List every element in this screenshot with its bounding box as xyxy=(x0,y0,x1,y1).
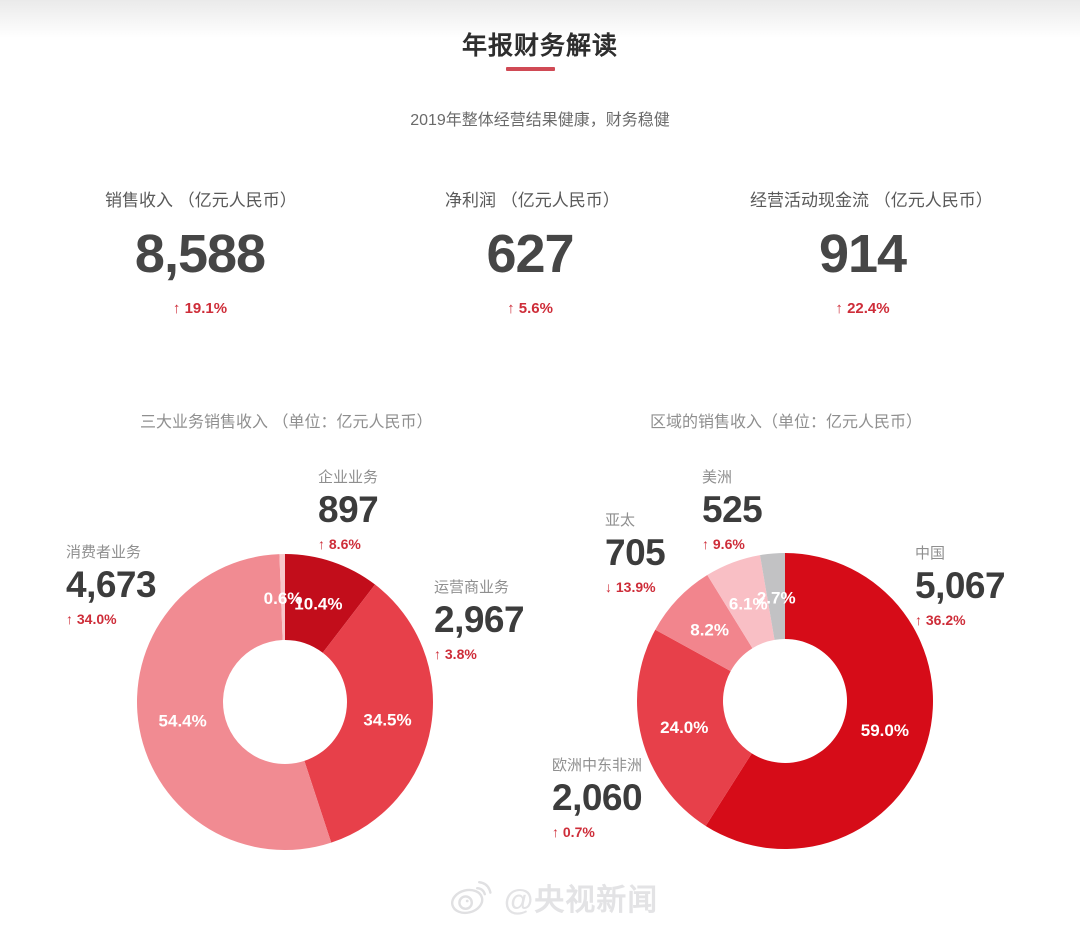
kpi-sales-revenue: 销售收入 （亿元人民币） 8,588 ↑ 19.1% xyxy=(105,186,297,318)
slice-callout: 运营商业务 2,967 ↑ 3.8% xyxy=(434,576,525,662)
up-arrow-icon: ↑ xyxy=(172,300,181,318)
slice-callout: 美洲 525 ↑ 9.6% xyxy=(702,466,763,552)
callout-name: 亚太 xyxy=(605,512,636,529)
callout-change: ↑ 34.0% xyxy=(66,610,117,627)
callout-change: ↑ 36.2% xyxy=(915,611,966,628)
down-arrow-icon: ↓ xyxy=(605,578,612,595)
slice-percent-label: 8.2% xyxy=(690,620,729,639)
region-revenue-donut: 59.0% 24.0% 8.2% 6.1% 2.7% xyxy=(625,541,945,866)
pie-slice xyxy=(707,555,775,649)
watermark-text: @央视新闻 xyxy=(504,884,659,917)
kpi-change: ↑ 5.6% xyxy=(507,300,553,318)
slice-callout: 亚太 705 ↓ 13.9% xyxy=(605,509,666,595)
callout-name: 欧洲中东非洲 xyxy=(552,757,643,774)
callout-value: 705 xyxy=(605,532,666,573)
pie-slice xyxy=(655,575,753,672)
slice-percent-label: 0.6% xyxy=(264,589,303,608)
kpi-change: ↑ 22.4% xyxy=(835,300,890,318)
callout-value: 2,967 xyxy=(434,599,525,640)
up-arrow-icon: ↑ xyxy=(66,610,73,627)
business-revenue-donut: 10.4% 34.5% 54.4% 0.6% xyxy=(125,542,445,867)
kpi-label: 净利润 （亿元人民币） xyxy=(445,191,620,210)
slice-callout: 欧洲中东非洲 2,060 ↑ 0.7% xyxy=(552,754,643,840)
callout-value: 2,060 xyxy=(552,777,643,818)
slice-percent-label: 2.7% xyxy=(757,588,796,607)
callout-change: ↓ 13.9% xyxy=(605,578,656,595)
page-subtitle: 2019年整体经营结果健康，财务稳健 xyxy=(410,112,670,129)
kpi-label: 经营活动现金流 （亿元人民币） xyxy=(750,191,993,210)
slice-callout: 企业业务 897 ↑ 8.6% xyxy=(318,466,379,552)
slice-percent-label: 59.0% xyxy=(861,721,909,740)
weibo-logo-icon xyxy=(451,881,492,915)
callout-value: 897 xyxy=(318,489,379,530)
pie-slice xyxy=(637,629,752,826)
pie-slice xyxy=(279,554,285,641)
pie-slice xyxy=(705,553,933,849)
callout-name: 中国 xyxy=(915,545,946,562)
kpi-net-profit: 净利润 （亿元人民币） 627 ↑ 5.6% xyxy=(445,186,620,318)
kpi-operating-cash-flow: 经营活动现金流 （亿元人民币） 914 ↑ 22.4% xyxy=(750,186,993,318)
slice-callout: 中国 5,067 ↑ 36.2% xyxy=(915,542,1006,628)
callout-name: 美洲 xyxy=(702,469,733,486)
up-arrow-icon: ↑ xyxy=(507,300,515,318)
page-title: 年报财务解读 xyxy=(461,32,618,60)
up-arrow-icon: ↑ xyxy=(434,645,441,662)
callout-change: ↑ 0.7% xyxy=(552,823,595,840)
watermark: @央视新闻 xyxy=(448,873,658,921)
kpi-value: 914 xyxy=(818,224,907,284)
title-underline xyxy=(506,67,555,71)
up-arrow-icon: ↑ xyxy=(702,535,709,552)
callout-change: ↑ 9.6% xyxy=(702,535,745,552)
up-arrow-icon: ↑ xyxy=(318,535,325,552)
business-chart-title: 三大业务销售收入 （单位：亿元人民币） xyxy=(140,414,433,431)
up-arrow-icon: ↑ xyxy=(552,823,559,840)
kpi-label: 销售收入 （亿元人民币） xyxy=(105,191,297,210)
slice-percent-label: 24.0% xyxy=(660,718,708,737)
callout-value: 525 xyxy=(702,489,763,530)
pie-slice xyxy=(760,553,785,640)
kpi-value: 8,588 xyxy=(134,224,266,284)
slice-percent-label: 54.4% xyxy=(159,711,207,730)
slice-percent-label: 6.1% xyxy=(729,595,768,614)
callout-value: 4,673 xyxy=(66,564,157,605)
up-arrow-icon: ↑ xyxy=(915,611,922,628)
pie-slice xyxy=(285,554,376,653)
callout-name: 消费者业务 xyxy=(66,544,142,561)
slice-callout: 消费者业务 4,673 ↑ 34.0% xyxy=(66,541,157,627)
slice-percent-label: 34.5% xyxy=(363,710,411,729)
kpi-value: 627 xyxy=(486,224,574,284)
pie-slice xyxy=(137,554,332,850)
slice-percent-label: 10.4% xyxy=(294,595,342,614)
pie-slice xyxy=(304,584,434,843)
callout-change: ↑ 8.6% xyxy=(318,535,361,552)
kpi-change: ↑ 19.1% xyxy=(172,300,228,318)
up-arrow-icon: ↑ xyxy=(835,300,843,318)
callout-change: ↑ 3.8% xyxy=(434,645,477,662)
region-chart-title: 区域的销售收入（单位：亿元人民币） xyxy=(650,414,923,431)
callout-name: 运营商业务 xyxy=(434,579,510,596)
callout-value: 5,067 xyxy=(915,565,1006,606)
callout-name: 企业业务 xyxy=(318,469,379,486)
